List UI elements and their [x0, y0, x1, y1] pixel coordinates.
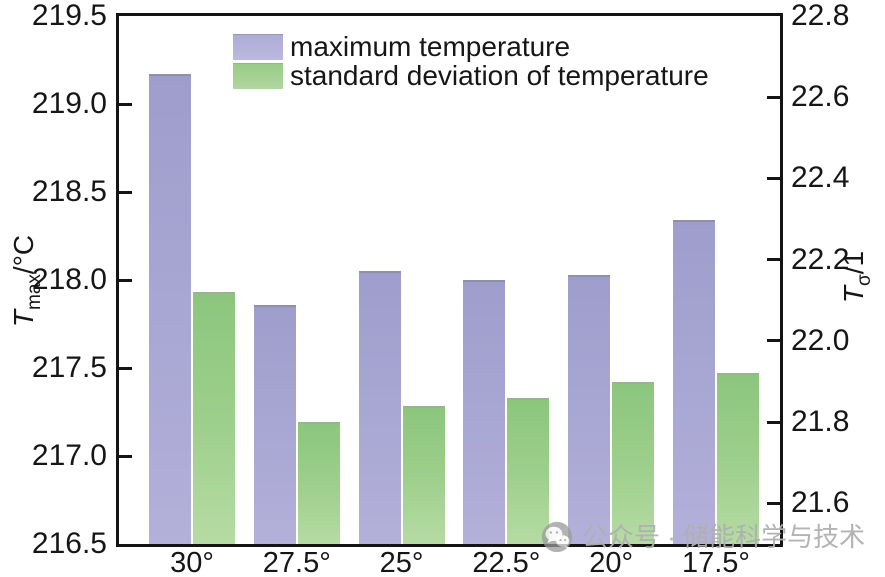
watermark-text: 公众号 · 储能科学与技术	[582, 522, 866, 552]
left-axis-tick-label: 217.5	[31, 351, 107, 384]
right-axis-unit: /1	[838, 250, 870, 275]
x-axis-tick-label: 25°	[379, 547, 424, 577]
legend-swatch-purple	[233, 33, 283, 60]
left-axis-tick-label: 219.5	[31, 0, 107, 32]
right-axis-tick	[767, 258, 780, 262]
right-axis-tick-label: 22.6	[791, 80, 850, 114]
bar-maximum-temperature-20°	[568, 274, 611, 544]
left-axis-variable: T	[8, 310, 40, 328]
bar-std-deviation-25°	[402, 405, 445, 544]
right-axis-tick	[767, 176, 780, 180]
wechat-icon	[541, 521, 573, 553]
right-axis-tick-label: 22.2	[791, 242, 850, 276]
legend-label: maximum temperature	[290, 31, 571, 62]
x-axis-tick-label: 30°	[170, 547, 214, 577]
left-axis-unit: /°C	[8, 234, 40, 275]
watermark: 公众号 · 储能科学与技术	[541, 521, 865, 553]
legend-item-max-temperature: maximum temperature	[233, 32, 709, 61]
left-axis-tick	[119, 190, 132, 194]
legend-item-std-deviation: standard deviation of temperature	[233, 61, 709, 90]
left-axis-tick-label: 218.0	[31, 263, 107, 296]
bar-maximum-temperature-22.5°	[463, 280, 506, 544]
legend-label: standard deviation of temperature	[290, 60, 709, 91]
legend: maximum temperature standard deviation o…	[233, 32, 709, 90]
left-axis-tick	[119, 102, 132, 106]
legend-swatch-green	[233, 62, 283, 89]
right-axis-subscript: σ	[853, 274, 875, 286]
right-axis-tick-label: 22.8	[791, 0, 850, 32]
bar-maximum-temperature-17.5°	[673, 220, 715, 544]
left-axis-tick-label: 218.5	[31, 175, 107, 208]
left-axis-tick-label: 216.5	[31, 527, 107, 560]
bar-std-deviation-22.5°	[507, 397, 550, 544]
left-axis-tick	[119, 278, 132, 282]
right-axis-tick-label: 22.4	[791, 161, 850, 195]
left-axis-tick	[119, 366, 132, 370]
bar-std-deviation-17.5°	[717, 373, 759, 544]
right-axis-title: Tσ/1	[838, 251, 876, 303]
right-axis-tick-label: 21.8	[791, 405, 850, 439]
x-axis-tick-label: 20°	[589, 547, 634, 577]
right-axis-tick	[767, 339, 780, 343]
bar-std-deviation-30°	[193, 292, 235, 544]
left-axis-tick-label: 217.0	[31, 439, 107, 472]
right-axis-tick	[767, 501, 780, 505]
left-axis-tick	[119, 454, 132, 458]
x-axis-tick-label: 17.5°	[681, 547, 751, 577]
bar-std-deviation-20°	[612, 381, 655, 544]
right-axis-tick-label: 21.6	[791, 486, 850, 520]
plot-area	[116, 13, 783, 547]
right-axis-tick-label: 22.0	[791, 323, 850, 357]
x-axis-tick-label: 27.5°	[262, 547, 331, 577]
right-axis-tick	[767, 420, 780, 424]
left-axis-tick-label: 219.0	[31, 87, 107, 120]
bar-std-deviation-27.5°	[297, 422, 340, 544]
left-axis-title: Tmax/°C	[8, 235, 46, 327]
x-axis-tick-label: 22.5°	[472, 547, 541, 577]
left-axis-subscript: max	[23, 274, 45, 311]
bar-maximum-temperature-25°	[358, 271, 401, 544]
bar-maximum-temperature-27.5°	[253, 304, 296, 544]
bar-maximum-temperature-30°	[149, 74, 191, 544]
right-axis-variable: T	[838, 286, 870, 304]
right-axis-tick	[767, 95, 780, 99]
